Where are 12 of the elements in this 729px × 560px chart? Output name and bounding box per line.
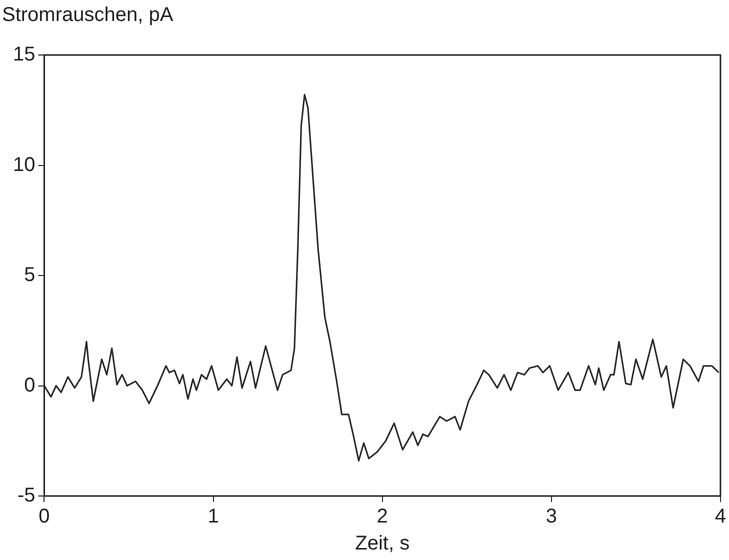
y-tick-label: 15 — [12, 44, 36, 66]
y-axis-title: Stromrauschen, pA — [2, 4, 174, 27]
x-axis-title: Zeit, s — [355, 532, 410, 555]
x-tick-label: 3 — [546, 506, 557, 528]
x-tick-label: 2 — [376, 506, 388, 528]
x-tick-label: 0 — [38, 506, 50, 528]
x-tick-label: 1 — [208, 506, 219, 528]
y-tick-label: 5 — [24, 264, 36, 286]
x-tick-label: 4 — [714, 506, 726, 528]
y-tick-label: 0 — [24, 374, 36, 396]
y-tick-label: -5 — [17, 484, 36, 507]
y-tick-label: 10 — [12, 154, 36, 176]
